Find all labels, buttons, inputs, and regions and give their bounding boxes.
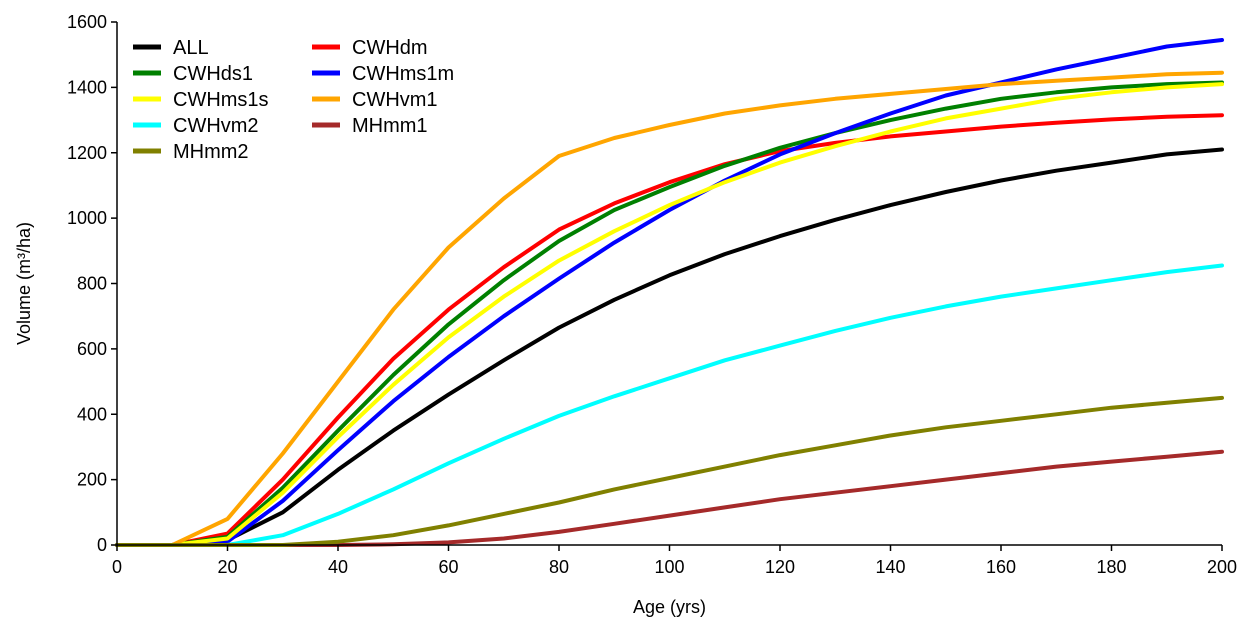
y-tick-label: 400 bbox=[77, 404, 107, 424]
legend: ALL CWHdm CWHds1 CWHms1m CWHms1s CWHvm1 CWHvm2… bbox=[133, 37, 454, 163]
legend-item-cwhvm2: CWHvm2 bbox=[133, 115, 259, 137]
legend-item-cwhvm1: CWHvm1 bbox=[312, 89, 438, 111]
legend-item-all: ALL bbox=[133, 37, 209, 59]
legend-item-mhmm2: MHmm2 bbox=[133, 141, 249, 163]
legend-item-cwhdm: CWHdm bbox=[312, 37, 428, 59]
x-tick-label: 200 bbox=[1207, 557, 1237, 577]
legend-label: CWHms1s bbox=[173, 89, 269, 111]
x-tick-label: 20 bbox=[217, 557, 237, 577]
axes-layer: 0 20 40 60 80 100 120 140 160 180 200 0 200 400 600 80… bbox=[67, 12, 1237, 577]
series-line-cwhvm1 bbox=[115, 70, 1224, 547]
x-tick-label: 0 bbox=[112, 557, 122, 577]
y-tick-label: 1000 bbox=[67, 208, 107, 228]
legend-label: CWHms1m bbox=[352, 63, 454, 85]
y-axis-title: Volume (m³/ha) bbox=[14, 222, 34, 345]
legend-label: CWHvm2 bbox=[173, 115, 259, 137]
y-tick-label: 200 bbox=[77, 470, 107, 490]
x-axis-ticks: 0 20 40 60 80 100 120 140 160 180 200 bbox=[112, 545, 1237, 577]
y-tick-label: 800 bbox=[77, 274, 107, 294]
series-line-cwhvm2 bbox=[115, 263, 1224, 547]
y-tick-label: 1200 bbox=[67, 143, 107, 163]
series-line-cwhds1 bbox=[115, 80, 1224, 547]
series-line-cwhms1s bbox=[115, 82, 1224, 547]
y-axis-ticks: 0 200 400 600 800 1000 1200 1400 1600 bbox=[67, 12, 117, 555]
legend-label: CWHds1 bbox=[173, 63, 253, 85]
x-tick-label: 120 bbox=[765, 557, 795, 577]
x-tick-label: 60 bbox=[438, 557, 458, 577]
series-layer bbox=[115, 38, 1224, 547]
series-line-cwhdm bbox=[115, 113, 1224, 547]
legend-item-mhmm1: MHmm1 bbox=[312, 115, 428, 137]
y-tick-label: 1400 bbox=[67, 77, 107, 97]
x-axis-title: Age (yrs) bbox=[633, 597, 706, 617]
series-line-mhmm2 bbox=[115, 395, 1224, 547]
series-line-all bbox=[115, 147, 1224, 547]
legend-label: CWHdm bbox=[352, 37, 428, 59]
x-tick-label: 100 bbox=[654, 557, 684, 577]
legend-label: MHmm1 bbox=[352, 115, 428, 137]
x-tick-label: 140 bbox=[875, 557, 905, 577]
legend-item-cwhms1m: CWHms1m bbox=[312, 63, 454, 85]
x-tick-label: 160 bbox=[986, 557, 1016, 577]
y-tick-label: 600 bbox=[77, 339, 107, 359]
y-tick-label: 0 bbox=[97, 535, 107, 555]
legend-label: CWHvm1 bbox=[352, 89, 438, 111]
legend-label: ALL bbox=[173, 37, 209, 59]
y-tick-label: 1600 bbox=[67, 12, 107, 32]
legend-item-cwhds1: CWHds1 bbox=[133, 63, 253, 85]
x-tick-label: 180 bbox=[1096, 557, 1126, 577]
legend-item-cwhms1s: CWHms1s bbox=[133, 89, 269, 111]
x-tick-label: 40 bbox=[328, 557, 348, 577]
legend-label: MHmm2 bbox=[173, 141, 249, 163]
x-tick-label: 80 bbox=[549, 557, 569, 577]
series-line-cwhms1m bbox=[115, 38, 1224, 547]
